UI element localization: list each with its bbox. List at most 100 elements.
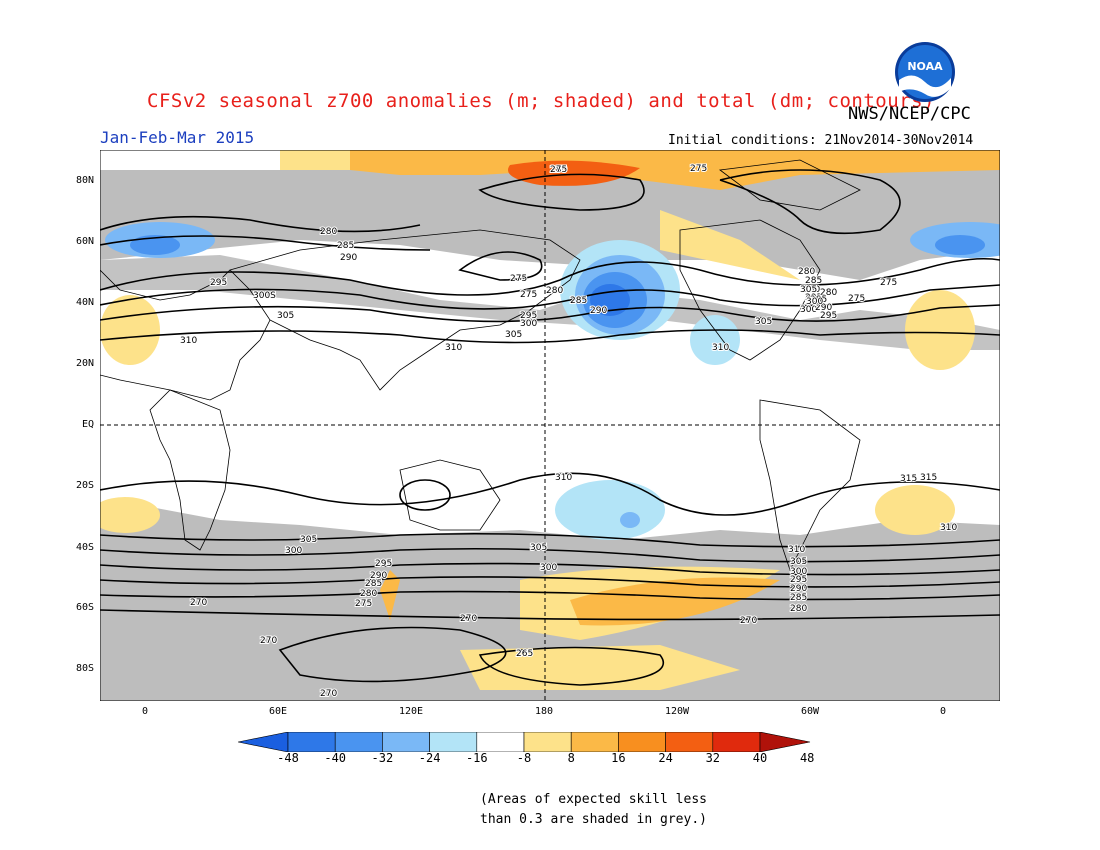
contour-label: 280	[798, 267, 815, 277]
latitude-label: 20S	[75, 480, 94, 491]
colorbar-label: -24	[418, 751, 441, 765]
contour-label: 275	[690, 164, 707, 174]
colorbar-swatch	[523, 732, 572, 752]
latitude-label: 40N	[75, 297, 94, 308]
colorbar-arrow-low	[238, 732, 289, 752]
contour-label: 285	[810, 295, 827, 305]
longitude-label: 0	[939, 706, 947, 717]
chart-title: CFSv2 seasonal z700 anomalies (m; shaded…	[147, 90, 935, 112]
noaa-logo: NOAA	[895, 42, 955, 102]
latitude-label: EQ	[81, 419, 94, 430]
contour-label: 290	[803, 285, 820, 295]
contour-label: 310	[788, 545, 805, 555]
contour-label: 300	[285, 546, 302, 556]
contour-label: 305	[530, 543, 547, 553]
contour-label: 275	[848, 294, 865, 304]
contour-label: 300	[790, 567, 807, 577]
contour-label: 285	[570, 296, 587, 306]
colorbar-swatch	[618, 732, 666, 752]
skill-note-line1: (Areas of expected skill less	[480, 792, 707, 807]
contour-label: 310	[445, 343, 462, 353]
contour-label: 300	[806, 297, 823, 307]
colorbar-label: -32	[371, 751, 394, 765]
noaa-logo-text: NOAA	[907, 60, 943, 73]
contour-label: 280	[360, 589, 377, 599]
contour-label: 295	[820, 311, 837, 321]
contour-label: 310	[180, 336, 197, 346]
contour-label: 265	[516, 649, 533, 659]
latitude-label: 80S	[75, 663, 94, 674]
contour-label: 300	[520, 319, 537, 329]
contour-label: 310	[940, 523, 957, 533]
contour-label: 295	[375, 559, 392, 569]
contour-label: 290	[815, 303, 832, 313]
contour-label: 270	[740, 616, 757, 626]
contour-label: 285	[337, 241, 354, 251]
latitude-label: 60S	[75, 602, 94, 613]
colorbar-label: -40	[324, 751, 347, 765]
contour-label: 305	[755, 317, 772, 327]
colorbar-label: 32	[705, 751, 721, 765]
colorbar-swatch	[287, 732, 336, 752]
colorbar-swatch	[665, 732, 714, 752]
longitude-label: 120W	[664, 706, 690, 717]
contour-label: 295	[805, 293, 822, 303]
colorbar-arrow-high	[759, 732, 811, 752]
contour-label: 280	[550, 165, 567, 175]
contour-label: 290	[340, 253, 357, 263]
latitude-label: 80N	[75, 175, 94, 186]
contour-label: 300	[800, 305, 817, 315]
contour-label: 270	[260, 636, 277, 646]
contour-label: 305	[800, 285, 817, 295]
contour-label: 280	[820, 288, 837, 298]
colorbar-swatch	[712, 732, 761, 752]
contour-label: 270	[320, 689, 337, 699]
contour-label: 290	[590, 306, 607, 316]
organization-label: NWS/NCEP/CPC	[848, 104, 971, 124]
contour-label: 280	[320, 227, 337, 237]
colorbar-label: -48	[277, 751, 299, 765]
contour-label: 275	[510, 274, 527, 284]
latitude-label: 60N	[75, 236, 94, 247]
contour-label: 285	[365, 579, 382, 589]
contour-label: 275	[550, 165, 567, 175]
contour-label: 300	[540, 563, 557, 573]
longitude-label: 120E	[398, 706, 424, 717]
contour-label: 305	[505, 330, 522, 340]
contour-label: 275	[355, 599, 372, 609]
colorbar-swatch	[429, 732, 478, 752]
coastlines	[100, 159, 861, 572]
contour-label: 295	[210, 278, 227, 288]
contour-label: 295	[520, 311, 537, 321]
contour-label: 280	[546, 286, 563, 296]
latitude-label: 20N	[75, 358, 94, 369]
contour-label: 280	[790, 604, 807, 614]
contour-label: 275	[520, 290, 537, 300]
colorbar-label: 16	[611, 751, 626, 765]
colorbar-label: 48	[799, 751, 815, 765]
forecast-period: Jan-Feb-Mar 2015	[100, 128, 255, 147]
longitude-label: 60E	[268, 706, 288, 717]
contour-label: 290	[790, 584, 807, 594]
colorbar	[238, 732, 811, 752]
contour-label: 275	[880, 278, 897, 288]
contour-label: 295	[790, 575, 807, 585]
contour-label: 270	[190, 598, 207, 608]
contour-label: 305	[300, 535, 317, 545]
contour-label: 300S	[253, 291, 276, 301]
contour-label: 305	[277, 311, 294, 321]
colorbar-label: -8	[516, 751, 532, 765]
contour-label: 305	[790, 557, 807, 567]
contour-label: 285	[805, 276, 822, 286]
colorbar-label: 8	[567, 751, 575, 765]
colorbar-label: 24	[658, 751, 673, 765]
colorbar-swatch	[382, 732, 430, 752]
colorbar-swatch	[570, 732, 619, 752]
colorbar-label: 40	[752, 751, 768, 765]
contour-label: 315	[920, 473, 937, 483]
contour-label: 310	[555, 473, 572, 483]
colorbar-swatch	[334, 732, 383, 752]
contour-label: 290	[370, 571, 387, 581]
